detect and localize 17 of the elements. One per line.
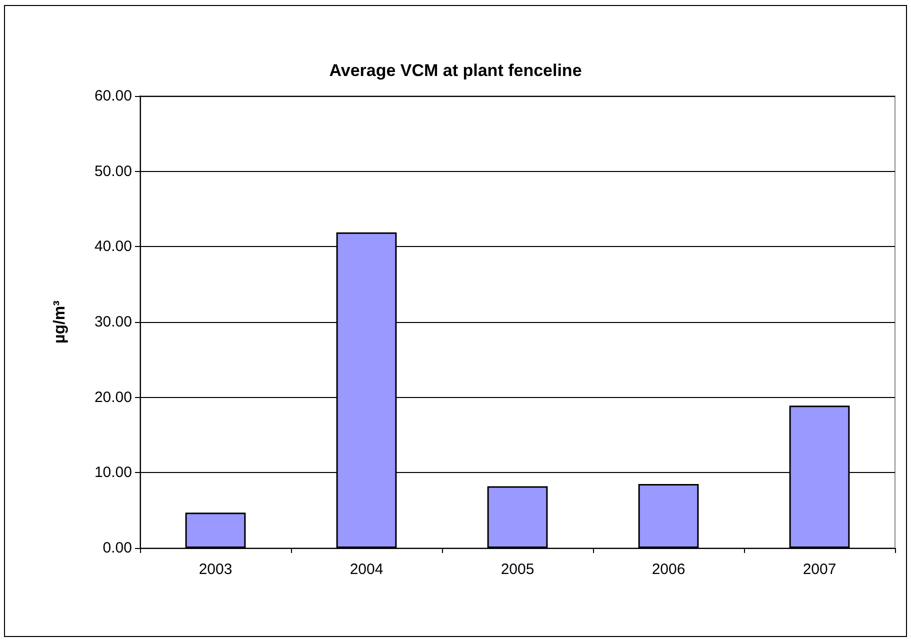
bar — [487, 486, 548, 548]
y-tick-label: 0.00 — [102, 540, 132, 556]
y-tick-label: 60.00 — [94, 88, 132, 104]
bar — [185, 512, 246, 548]
y-tick-label: 30.00 — [94, 314, 132, 330]
bar — [638, 484, 699, 548]
x-tick-label: 2004 — [350, 561, 384, 578]
x-tick-label: 2003 — [198, 561, 232, 578]
y-axis-title: µg/m³ — [52, 300, 68, 344]
y-tick-label: 40.00 — [94, 238, 132, 256]
x-tick-label: 2007 — [802, 561, 836, 578]
chart-title: Average VCM at plant fenceline — [329, 61, 582, 80]
y-tick-label: 20.00 — [94, 388, 132, 406]
y-tick-label: 50.00 — [94, 162, 132, 180]
x-tick-label: 2005 — [500, 561, 534, 578]
y-tick-label: 10.00 — [94, 464, 132, 482]
x-tick-label: 2006 — [652, 561, 686, 578]
